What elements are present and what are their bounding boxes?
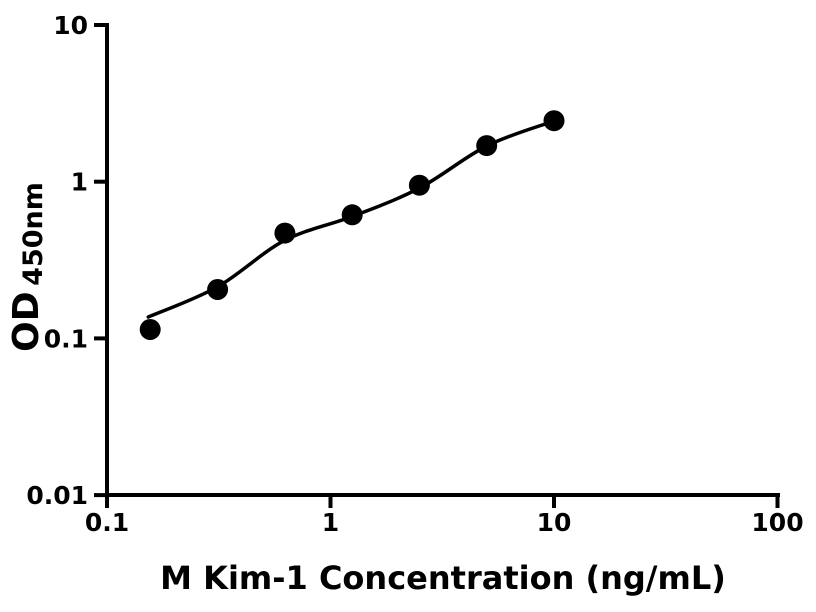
x-axis-ticks: 0.1 1 10 100 [85,495,804,537]
data-point-marker [543,110,565,132]
data-point-marker [341,204,363,226]
y-axis-ticks: 10 1 0.1 0.01 [26,11,107,510]
data-points-group [139,110,565,340]
y-axis-title-subscript: 450nm [18,182,49,286]
data-point-marker [139,319,161,340]
y-tick-label: 0.01 [26,481,88,510]
y-tick-label: 10 [53,11,88,40]
x-tick-label: 0.1 [85,508,129,537]
x-tick-label: 10 [537,508,572,537]
y-tick-label: 0.1 [44,324,88,353]
x-tick-label: 100 [751,508,803,537]
x-tick-label: 1 [322,508,339,537]
data-point-marker [476,135,498,157]
x-axis-title: M Kim-1 Concentration (ng/mL) [160,559,726,597]
data-point-marker [207,279,229,300]
data-point-marker [408,174,430,196]
y-axis-title-main: OD [6,291,47,352]
data-point-marker [274,222,296,244]
y-axis-title: OD 450nm [6,182,49,352]
y-tick-label: 1 [71,168,88,197]
